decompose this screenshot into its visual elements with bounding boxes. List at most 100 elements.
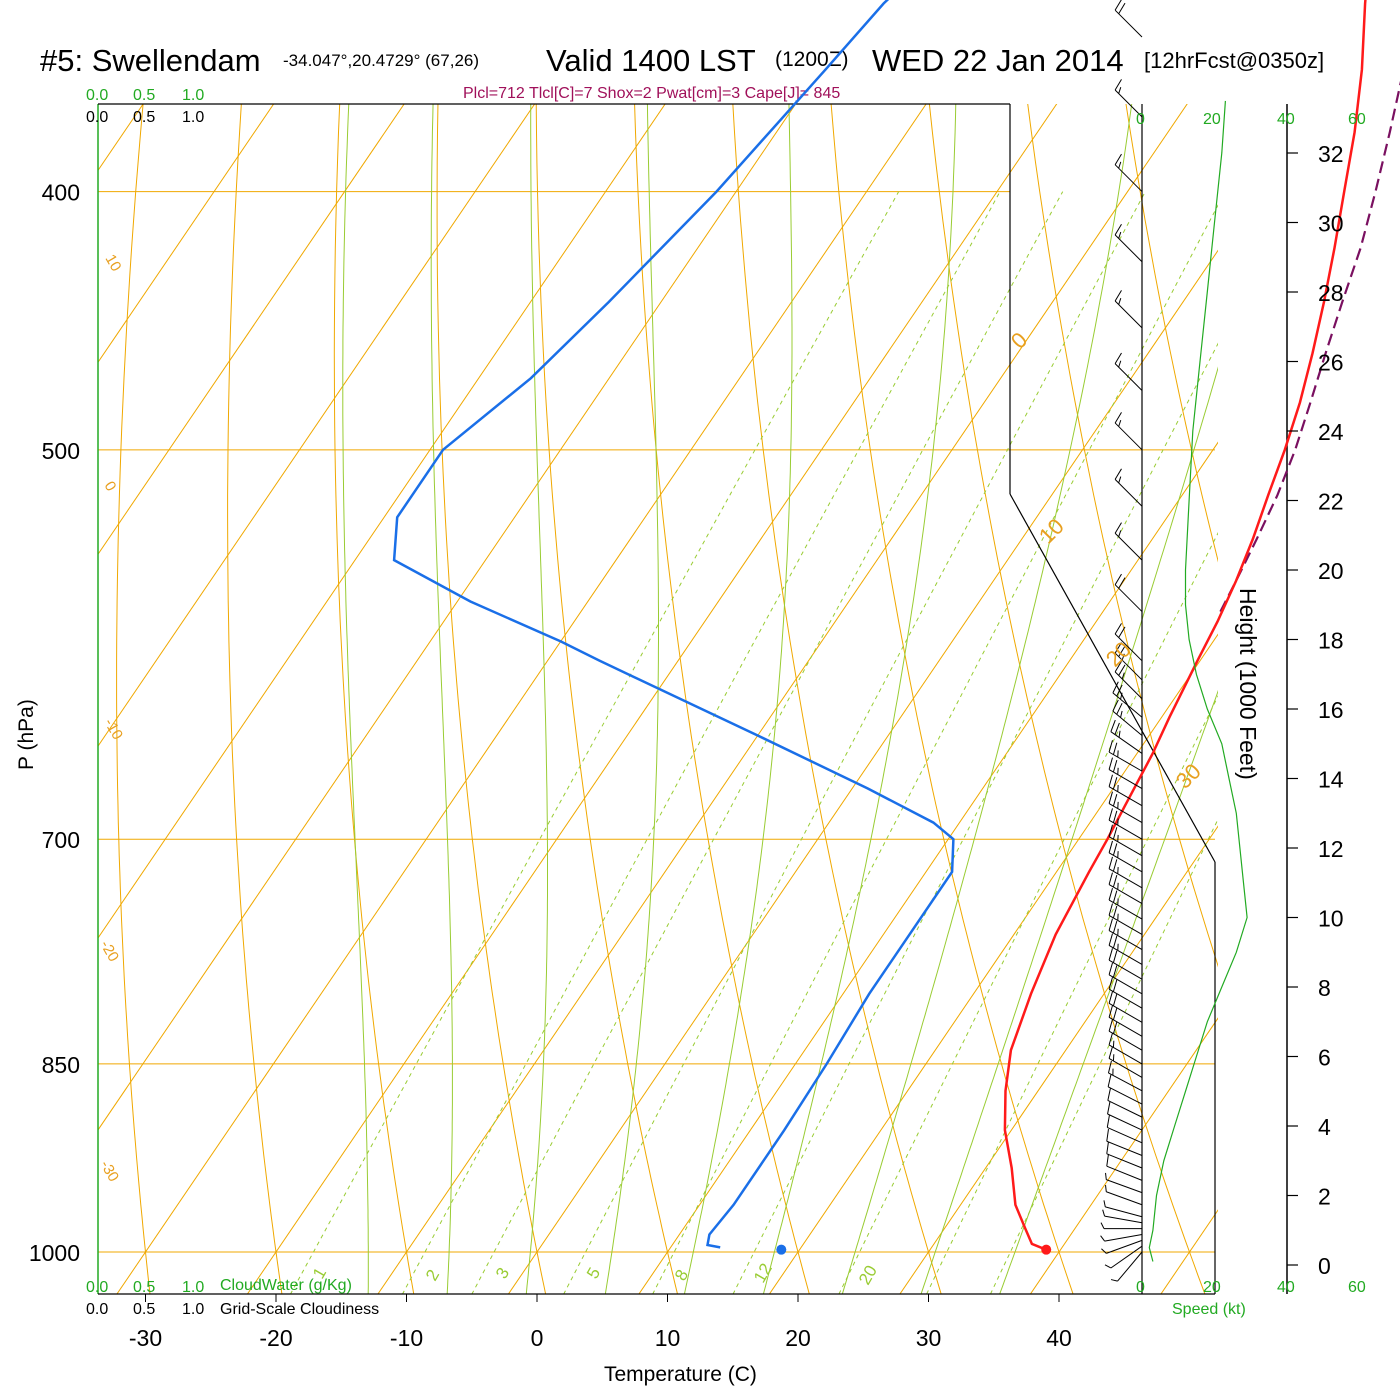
barb-staff: [1112, 692, 1143, 718]
barb-flag-10kt: [1112, 827, 1118, 840]
isotherm-60: [1282, 0, 1400, 1308]
wind-barb: [1108, 948, 1143, 980]
surface-temperature-point: [1041, 1244, 1052, 1255]
barb-flag-10kt: [1108, 872, 1113, 885]
isotherm--10: [377, 104, 1188, 1294]
barb-flag-10kt: [1118, 626, 1126, 638]
isotherm-50: [1160, 1209, 1218, 1294]
barb-flag-10kt: [1108, 1005, 1113, 1018]
isotherm-30: [899, 825, 1218, 1294]
barb-flag-10kt: [1106, 1153, 1109, 1167]
barb-flag-10kt: [1108, 903, 1113, 916]
barb-flag-10kt: [1112, 777, 1118, 790]
barb-flag-10kt: [1114, 224, 1122, 236]
standard-atmosphere-line: [1009, 493, 1216, 863]
height-tick-label: 10: [1318, 906, 1344, 932]
wind-barb: [1114, 661, 1143, 700]
barb-flag-5kt: [1118, 730, 1121, 738]
wind-barb: [1108, 977, 1143, 1009]
barb-staff: [1108, 945, 1143, 965]
cloudwater-tick-1-bottom: 0.5: [133, 1279, 155, 1296]
barb-staff: [1106, 1239, 1143, 1254]
sounding-curves: [392, 0, 1400, 1255]
dry-adiabat-60: [1027, 104, 1218, 968]
barb-flag-10kt: [1112, 890, 1118, 903]
barb-flag-10kt: [1112, 699, 1119, 712]
speed-tick-40-top: 40: [1277, 111, 1295, 128]
barb-flag-5kt: [1118, 231, 1122, 239]
barb-flag-10kt: [1107, 1074, 1112, 1087]
cloudiness-tick-0-top: 0.0: [86, 109, 108, 126]
barb-flag-10kt: [1108, 888, 1113, 901]
axes: -30-20-100102030402503004005007008501000…: [29, 141, 1344, 1351]
barb-flag-10kt: [1108, 757, 1113, 770]
height-tick-label: 12: [1318, 836, 1344, 862]
wind-barb: [1108, 808, 1143, 840]
barb-flag-10kt: [1107, 1060, 1112, 1074]
barb-staff: [1110, 1245, 1143, 1269]
barb-staff: [1108, 803, 1143, 824]
barb-flag-10kt: [1112, 742, 1118, 755]
height-tick-label: 6: [1318, 1045, 1331, 1071]
barb-flag-10kt: [1114, 352, 1122, 364]
dry-adiabat--20: [227, 104, 283, 1294]
barb-flag-10kt: [1108, 740, 1113, 753]
isotherm--50: [98, 104, 666, 939]
height-tick-label: 0: [1318, 1253, 1331, 1279]
x-tick-label: 0: [531, 1325, 544, 1351]
zulu-time: (1200Z): [775, 48, 849, 71]
dry-adiabat-30: [732, 104, 942, 1294]
barb-staff: [1106, 1140, 1143, 1156]
wind-barb: [1114, 224, 1143, 263]
wind-barb: [1106, 1128, 1143, 1156]
wind-barb: [1112, 699, 1143, 736]
thermo-grid: [0, 0, 1400, 1308]
height-tick-label: 30: [1318, 211, 1344, 237]
barb-staff: [1114, 532, 1143, 561]
barb-staff: [1108, 959, 1143, 980]
wind-barb: [1108, 774, 1143, 807]
wind-barb: [1114, 412, 1143, 451]
barb-flag-10kt: [1108, 991, 1113, 1004]
barb-staff: [1106, 1179, 1143, 1194]
wind-barb: [1107, 1101, 1143, 1131]
mixing-ratio-label: 20: [855, 1262, 881, 1288]
wind-barb: [1114, 352, 1143, 391]
wind-barb: [1114, 79, 1143, 118]
x-axis-title: Temperature (C): [604, 1363, 757, 1386]
barb-flag-10kt: [1108, 918, 1113, 931]
barb-flag-10kt: [1116, 684, 1123, 697]
barb-flag-10kt: [1112, 905, 1118, 919]
barb-flag-5kt: [1121, 653, 1125, 661]
surface-dewpoint-point: [776, 1244, 787, 1255]
wind-speed-curve: [1148, 100, 1248, 1262]
mixing-ratio-label: 5: [583, 1264, 604, 1282]
barb-flag-10kt: [1112, 935, 1118, 949]
height-tick-label: 18: [1318, 628, 1344, 654]
barb-flag-10kt: [1116, 702, 1123, 715]
barb-staff: [1107, 1086, 1143, 1105]
isotherm--40: [98, 104, 797, 1131]
isotherm--110: [0, 0, 192, 1308]
barb-staff: [1108, 751, 1143, 772]
wind-barb: [1114, 623, 1143, 662]
isotherm-20: [768, 633, 1218, 1294]
wind-barb: [1108, 757, 1143, 789]
barb-staff: [1107, 1100, 1143, 1118]
barb-flag-10kt: [1108, 1019, 1113, 1032]
barb-flag-10kt: [1108, 933, 1113, 946]
barb-staff: [1114, 89, 1143, 118]
barb-flag-10kt: [1112, 843, 1118, 856]
barb-flag-10kt: [1106, 1141, 1109, 1154]
wind-barb: [1108, 918, 1143, 950]
barb-staff: [1114, 479, 1143, 507]
speed-tick-20-bottom: 20: [1203, 1279, 1221, 1296]
wind-barb: [1114, 153, 1143, 192]
barb-flag-10kt: [1114, 623, 1122, 635]
wind-barb: [1108, 933, 1143, 965]
barb-flag-10kt: [1107, 1088, 1111, 1101]
dry-adiabat-10: [535, 104, 678, 1294]
height-tick-label: 20: [1318, 558, 1344, 584]
barb-staff: [1108, 852, 1143, 873]
wind-barb: [1108, 740, 1143, 772]
